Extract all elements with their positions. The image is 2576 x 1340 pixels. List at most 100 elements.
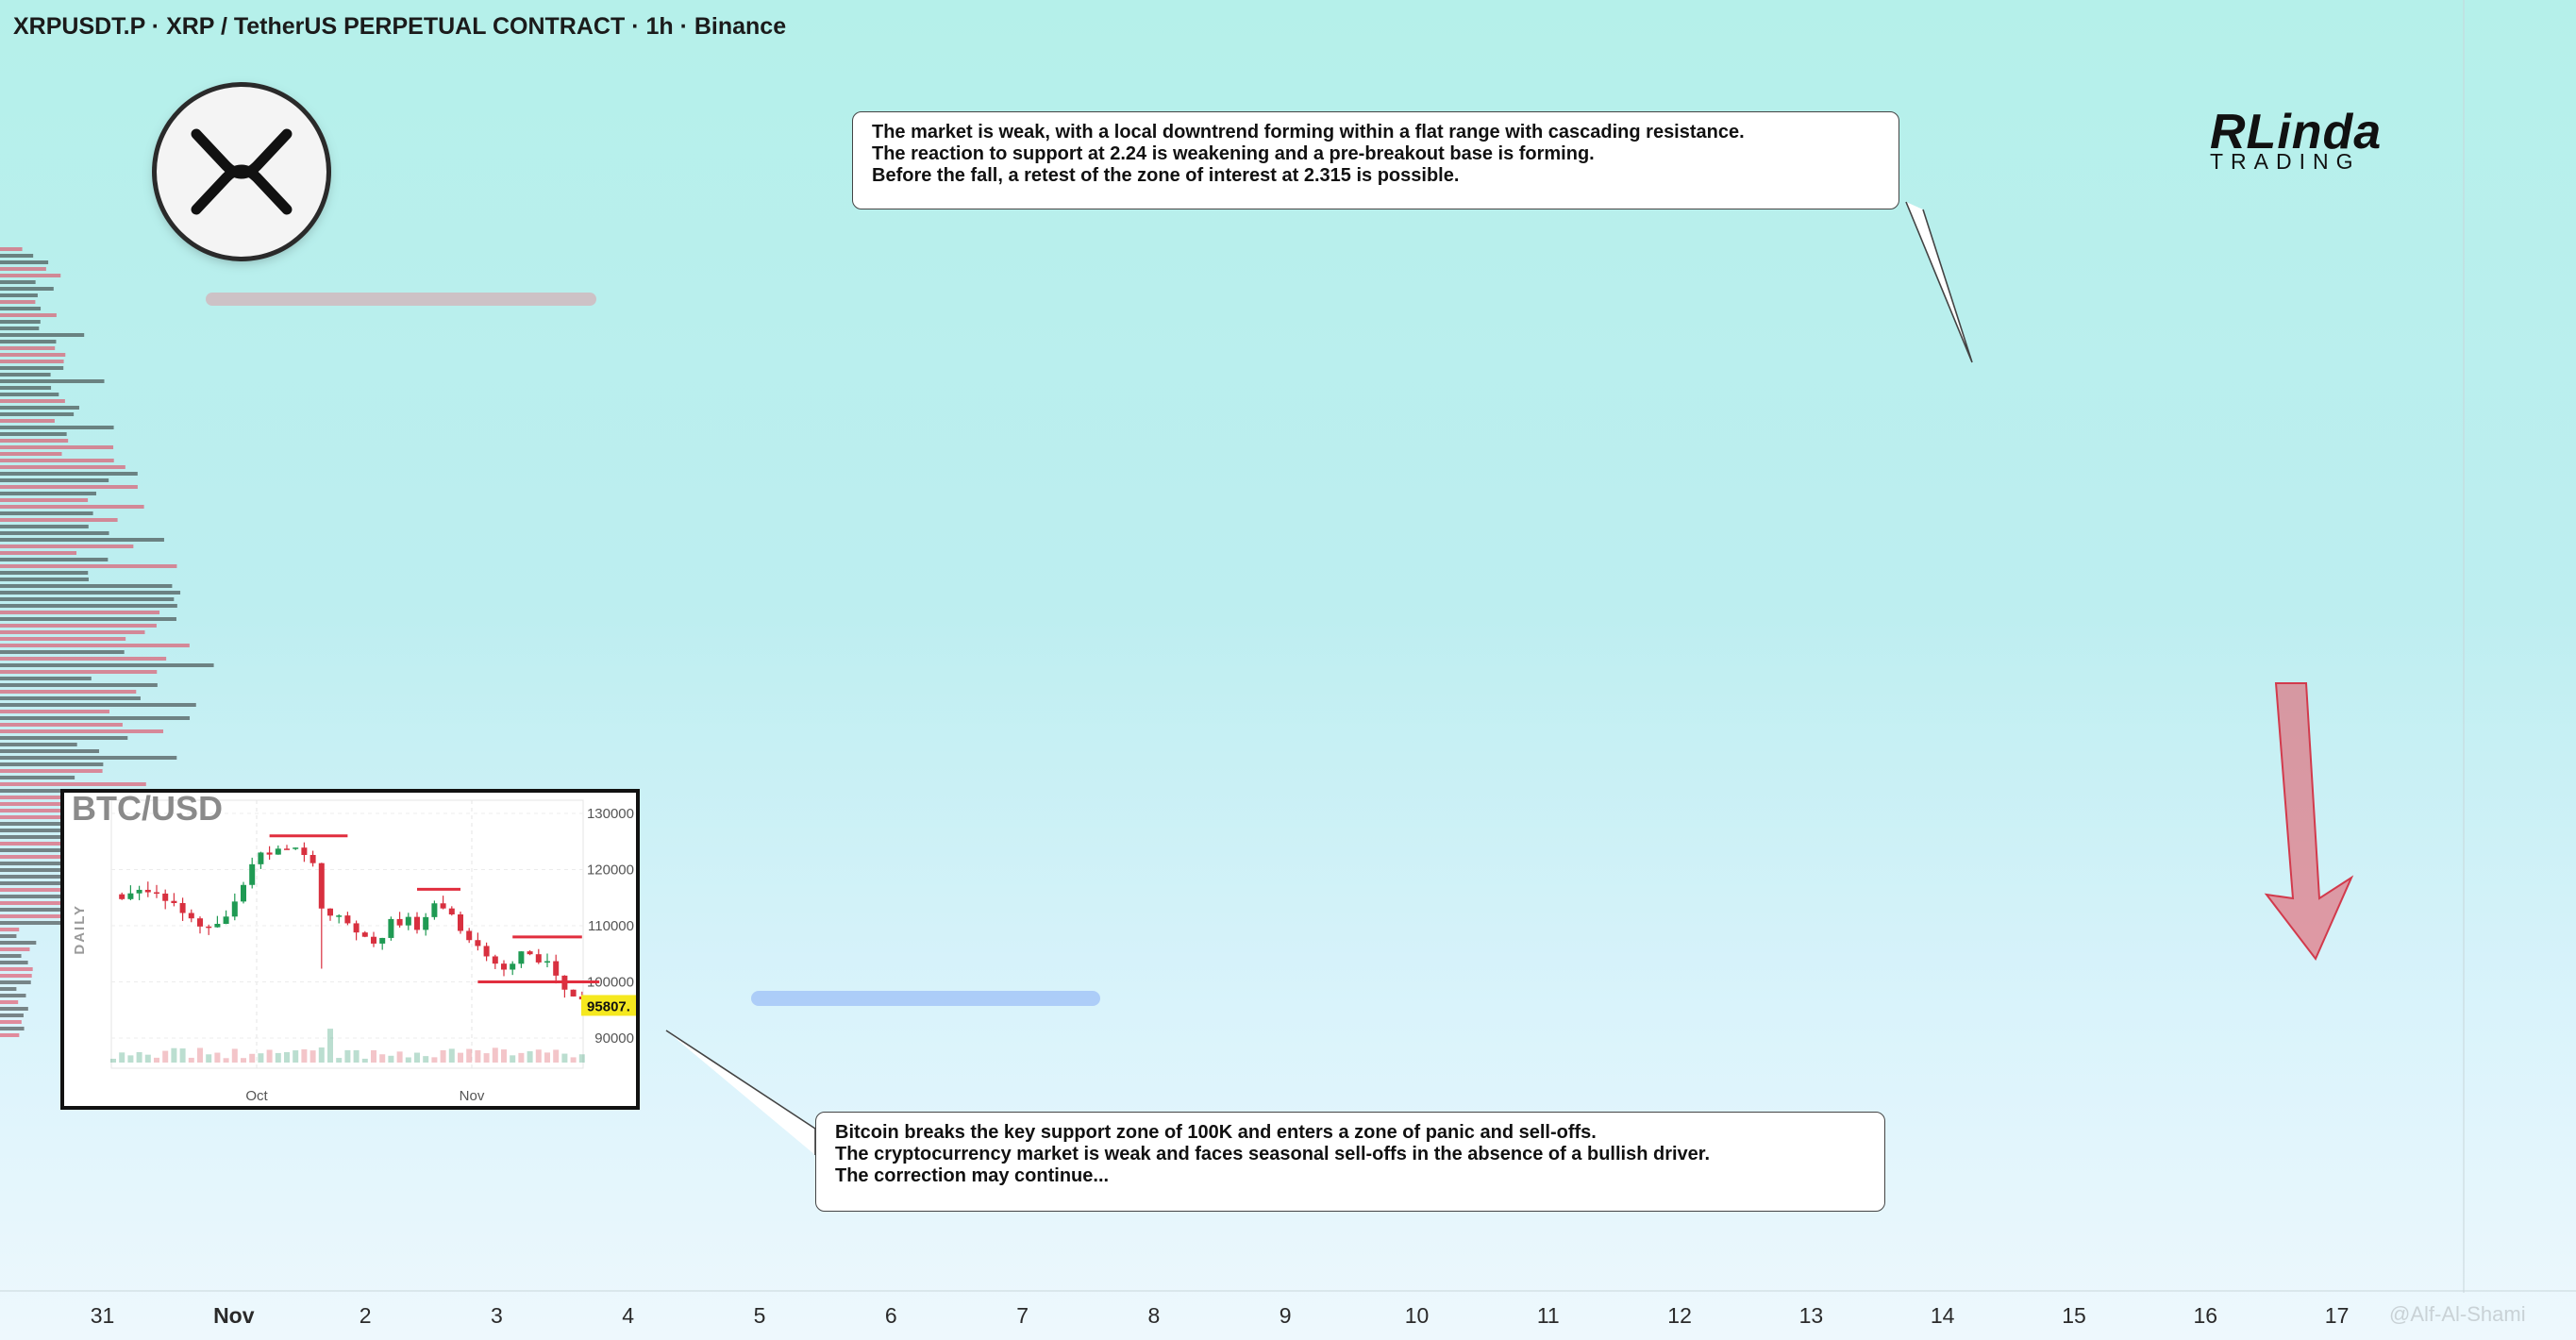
btc-volume-bar: [535, 1049, 542, 1063]
btc-candle: [241, 881, 246, 904]
btc-volume-bar: [475, 1049, 481, 1063]
brand-logo: RLinda TRADING: [2202, 104, 2382, 179]
btc-volume-bar: [423, 1056, 429, 1063]
time-axis-tick: 13: [1799, 1303, 1824, 1328]
time-axis-tick: Nov: [213, 1303, 255, 1328]
volume-profile-bar: [0, 941, 37, 945]
btc-volume-bar: [136, 1051, 142, 1063]
btc-candle: [492, 954, 498, 969]
note-line: The cryptocurrency market is weak and fa…: [835, 1144, 1711, 1164]
volume-profile-bar: [0, 472, 138, 476]
btc-candle: [344, 912, 351, 926]
btc-candle-body: [119, 894, 125, 899]
volume-profile-bar: [0, 300, 36, 304]
btc-volume-bar: [188, 1057, 194, 1063]
volume-profile-bar: [0, 994, 26, 997]
time-axis-tick: 2: [360, 1303, 372, 1328]
volume-profile-bar: [0, 293, 38, 297]
btc-candle: [475, 932, 481, 951]
volume-profile-bar: [0, 505, 144, 509]
btc-volume-bar: [396, 1051, 403, 1063]
btc-volume-bar: [458, 1052, 463, 1063]
analysis-note-bottom: Bitcoin breaks the key support zone of 1…: [815, 1112, 1885, 1212]
volume-profile-bar: [0, 901, 95, 905]
volume-profile-bar: [0, 492, 96, 495]
btc-volume-bar: [371, 1049, 376, 1063]
btc-time-tick: Oct: [245, 1088, 268, 1104]
btc-candle-body: [258, 852, 264, 864]
volume-profile-bar: [0, 247, 23, 251]
volume-profile-bar: [0, 630, 145, 634]
volume-profile-bar: [0, 934, 17, 938]
volume-profile-bar: [0, 710, 109, 713]
time-axis-tick: 3: [491, 1303, 503, 1328]
btc-candle: [371, 931, 376, 947]
volume-profile-bar: [0, 511, 93, 515]
volume-profile-bar: [0, 769, 103, 773]
volume-profile-bar: [0, 313, 57, 317]
volume-profile-bar: [0, 551, 77, 555]
btc-volume-bar: [197, 1047, 203, 1063]
btc-volume-bar: [405, 1057, 411, 1063]
volume-profile-bar: [0, 320, 41, 324]
btc-volume-bar: [258, 1053, 264, 1063]
btc-volume-bar: [518, 1052, 525, 1063]
btc-volume-bar: [344, 1049, 351, 1063]
btc-candle-body: [544, 961, 550, 963]
btc-candle: [544, 953, 550, 968]
btc-volume-bar: [336, 1058, 343, 1063]
volume-profile-bar: [0, 624, 157, 628]
btc-last-price: 95807.: [587, 998, 630, 1014]
volume-profile-bar: [0, 399, 65, 403]
btc-candle-body: [179, 902, 186, 913]
btc-candle: [414, 912, 420, 934]
btc-candle: [518, 951, 525, 968]
btc-candle: [510, 961, 516, 976]
btc-volume-bar: [353, 1049, 360, 1063]
volume-profile-bar: [0, 525, 89, 528]
btc-candle-body: [344, 915, 351, 924]
volume-profile-bar: [0, 736, 128, 740]
btc-candle: [231, 893, 238, 921]
volume-profile-bar: [0, 360, 64, 363]
btc-candle: [275, 845, 281, 855]
btc-price-tick: 100000: [587, 975, 634, 991]
btc-candle: [318, 863, 325, 969]
volume-profile-bar: [0, 280, 36, 284]
volume-profile-bar: [0, 868, 77, 872]
volume-profile-bar: [0, 518, 118, 522]
volume-profile-bar: [0, 353, 66, 357]
btc-candle: [127, 885, 134, 900]
btc-candle: [197, 916, 203, 934]
btc-candle-body: [414, 916, 420, 930]
note-line: The reaction to support at 2.24 is weake…: [872, 143, 1595, 164]
btc-candle: [171, 893, 177, 907]
btc-candle: [405, 913, 411, 930]
btc-candle: [258, 851, 264, 869]
btc-price-chart: 130000 120000 110000 100000 90000 95807. Oct No…: [110, 799, 636, 1104]
btc-candle: [223, 910, 229, 925]
btc-volume-bar: [510, 1055, 516, 1063]
time-axis-tick: 31: [91, 1303, 115, 1328]
btc-candle-body: [527, 951, 533, 955]
btc-candle: [179, 897, 186, 921]
btc-volume-bar: [127, 1055, 134, 1063]
btc-volume-bar: [119, 1052, 125, 1063]
btc-volume-bar: [501, 1049, 507, 1063]
btc-candle: [361, 930, 368, 938]
btc-volume-bar: [544, 1052, 550, 1063]
btc-candle: [388, 916, 394, 941]
btc-candle-body: [371, 936, 376, 944]
volume-profile-bar: [0, 696, 141, 700]
btc-candle-body: [136, 889, 142, 894]
btc-candle-body: [553, 961, 560, 976]
btc-volume-bar: [483, 1053, 490, 1063]
volume-profile-bar: [0, 597, 175, 601]
volume-profile-bar: [0, 947, 30, 951]
btc-volume-bar: [388, 1055, 394, 1063]
volume-profile-bar: [0, 584, 173, 588]
btc-candle: [527, 950, 533, 956]
volume-profile-bar: [0, 782, 146, 786]
btc-price-tick: 110000: [588, 918, 634, 934]
